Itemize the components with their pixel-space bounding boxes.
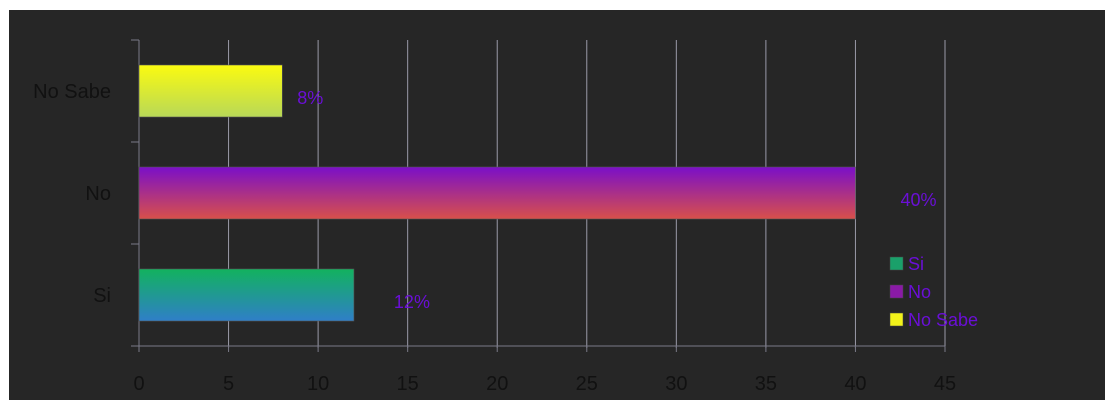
x-tick-label: 20	[486, 373, 508, 395]
x-tick-label: 10	[307, 373, 329, 395]
x-tick-label: 0	[133, 373, 144, 395]
x-tick-label: 5	[223, 373, 234, 395]
bar-no	[138, 166, 856, 220]
bar-si	[138, 268, 355, 322]
labels: 0 5 10 15 20 25 30 35 40 45 Si 12% No 40% No Sabe 8%	[33, 81, 956, 395]
x-tick-label: 40	[844, 373, 866, 395]
x-tick-label: 25	[576, 373, 598, 395]
x-tick-label: 45	[934, 373, 956, 395]
legend-label: Si	[908, 254, 924, 274]
y-category-label: No	[85, 183, 111, 205]
data-label: 8%	[297, 88, 323, 108]
x-tick-label: 15	[397, 373, 419, 395]
bars	[138, 64, 856, 322]
legend-swatch	[889, 312, 904, 327]
data-label: 40%	[900, 190, 936, 210]
legend: Si No No Sabe	[889, 254, 978, 330]
legend-swatch	[889, 284, 904, 299]
bar-no-sabe	[138, 64, 283, 118]
x-tick-label: 35	[755, 373, 777, 395]
y-category-label: No Sabe	[33, 81, 111, 103]
legend-label: No Sabe	[908, 310, 978, 330]
y-category-label: Si	[93, 285, 111, 307]
legend-label: No	[908, 282, 931, 302]
data-label: 12%	[394, 292, 430, 312]
x-tick-label: 30	[665, 373, 687, 395]
legend-swatch	[889, 256, 904, 271]
